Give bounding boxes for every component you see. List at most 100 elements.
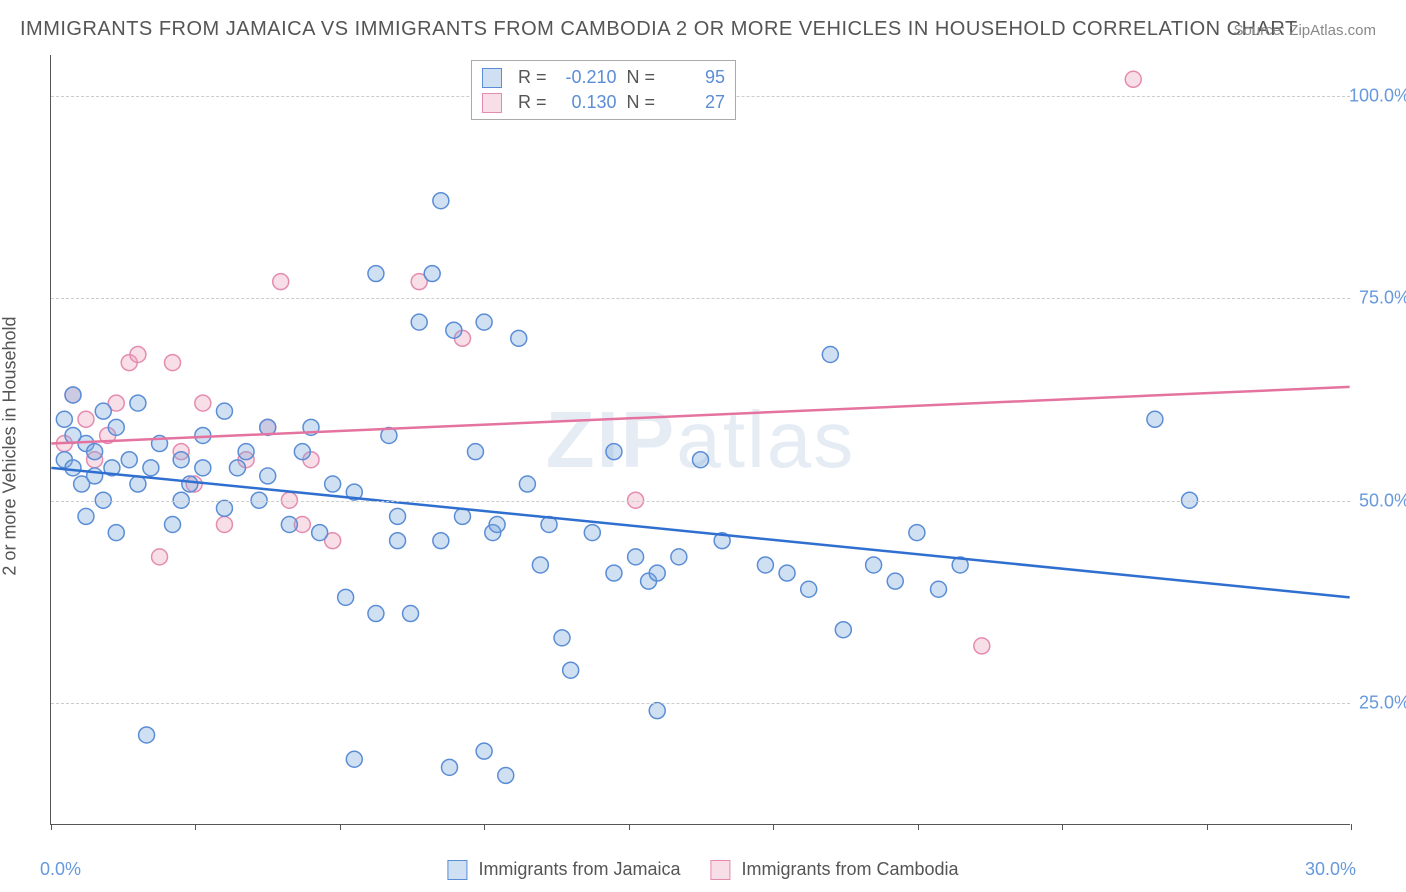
data-point [121, 452, 137, 468]
stats-row-jamaica: R = -0.210 N = 95 [482, 65, 725, 90]
data-point [433, 533, 449, 549]
data-point [606, 565, 622, 581]
n-value-jamaica: 95 [665, 67, 725, 88]
chart-title: IMMIGRANTS FROM JAMAICA VS IMMIGRANTS FR… [20, 18, 1298, 41]
data-point [424, 266, 440, 282]
x-tick [1351, 824, 1352, 830]
legend-label-jamaica: Immigrants from Jamaica [478, 859, 680, 879]
data-point [454, 508, 470, 524]
data-point [195, 395, 211, 411]
data-point [693, 452, 709, 468]
data-point [229, 460, 245, 476]
data-point [390, 533, 406, 549]
plot-area: ZIPatlas R = -0.210 N = 95 R = 0.130 N =… [50, 55, 1350, 825]
legend-label-cambodia: Immigrants from Cambodia [742, 859, 959, 879]
data-point [584, 525, 600, 541]
data-point [532, 557, 548, 573]
y-axis-label: 2 or more Vehicles in Household [0, 316, 21, 575]
r-label-2: R = [518, 92, 547, 113]
trend-line [51, 468, 1349, 598]
x-tick [1207, 824, 1208, 830]
legend-item-jamaica: Immigrants from Jamaica [447, 859, 680, 880]
stats-legend-box: R = -0.210 N = 95 R = 0.130 N = 27 [471, 60, 736, 120]
x-tick [51, 824, 52, 830]
data-point [108, 419, 124, 435]
data-point [346, 751, 362, 767]
data-point [411, 314, 427, 330]
data-point [78, 508, 94, 524]
data-point [87, 444, 103, 460]
x-tick [484, 824, 485, 830]
swatch-jamaica [482, 68, 502, 88]
data-point [195, 460, 211, 476]
data-point [446, 322, 462, 338]
data-point [671, 549, 687, 565]
data-point [649, 565, 665, 581]
data-point [165, 517, 181, 533]
swatch-cambodia [482, 93, 502, 113]
data-point [554, 630, 570, 646]
data-point [519, 476, 535, 492]
data-point [294, 444, 310, 460]
y-tick-label: 50.0% [1359, 490, 1406, 511]
data-point [467, 444, 483, 460]
x-tick [195, 824, 196, 830]
data-point [779, 565, 795, 581]
data-point [1147, 411, 1163, 427]
data-point [606, 444, 622, 460]
legend-item-cambodia: Immigrants from Cambodia [710, 859, 958, 880]
data-point [216, 517, 232, 533]
data-point [173, 452, 189, 468]
data-point [325, 476, 341, 492]
legend-swatch-jamaica [447, 860, 467, 880]
data-point [649, 703, 665, 719]
data-point [866, 557, 882, 573]
x-tick [1062, 824, 1063, 830]
data-point [130, 476, 146, 492]
legend-swatch-cambodia [710, 860, 730, 880]
data-point [130, 347, 146, 363]
data-point [511, 330, 527, 346]
n-value-cambodia: 27 [665, 92, 725, 113]
x-tick [629, 824, 630, 830]
data-point [238, 444, 254, 460]
data-point [87, 468, 103, 484]
x-max-label: 30.0% [1305, 859, 1356, 880]
n-label: N = [627, 67, 656, 88]
data-point [835, 622, 851, 638]
data-point [822, 347, 838, 363]
data-point [368, 606, 384, 622]
r-label: R = [518, 67, 547, 88]
data-point [312, 525, 328, 541]
x-min-label: 0.0% [40, 859, 81, 880]
data-point [139, 727, 155, 743]
data-point [65, 387, 81, 403]
data-point [563, 662, 579, 678]
scatter-svg [51, 55, 1350, 824]
data-point [216, 500, 232, 516]
data-point [130, 395, 146, 411]
y-tick-label: 25.0% [1359, 693, 1406, 714]
stats-row-cambodia: R = 0.130 N = 27 [482, 90, 725, 115]
r-value-cambodia: 0.130 [557, 92, 617, 113]
source-label: Source: ZipAtlas.com [1233, 22, 1376, 39]
data-point [1125, 71, 1141, 87]
data-point [108, 525, 124, 541]
data-point [498, 767, 514, 783]
y-tick-label: 100.0% [1349, 85, 1406, 106]
n-label-2: N = [627, 92, 656, 113]
data-point [182, 476, 198, 492]
data-point [260, 468, 276, 484]
data-point [974, 638, 990, 654]
data-point [143, 460, 159, 476]
data-point [152, 549, 168, 565]
bottom-legend: Immigrants from Jamaica Immigrants from … [447, 859, 958, 880]
data-point [476, 314, 492, 330]
x-tick [340, 824, 341, 830]
data-point [801, 581, 817, 597]
data-point [390, 508, 406, 524]
gridline [51, 703, 1350, 704]
data-point [65, 460, 81, 476]
data-point [628, 549, 644, 565]
gridline [51, 501, 1350, 502]
